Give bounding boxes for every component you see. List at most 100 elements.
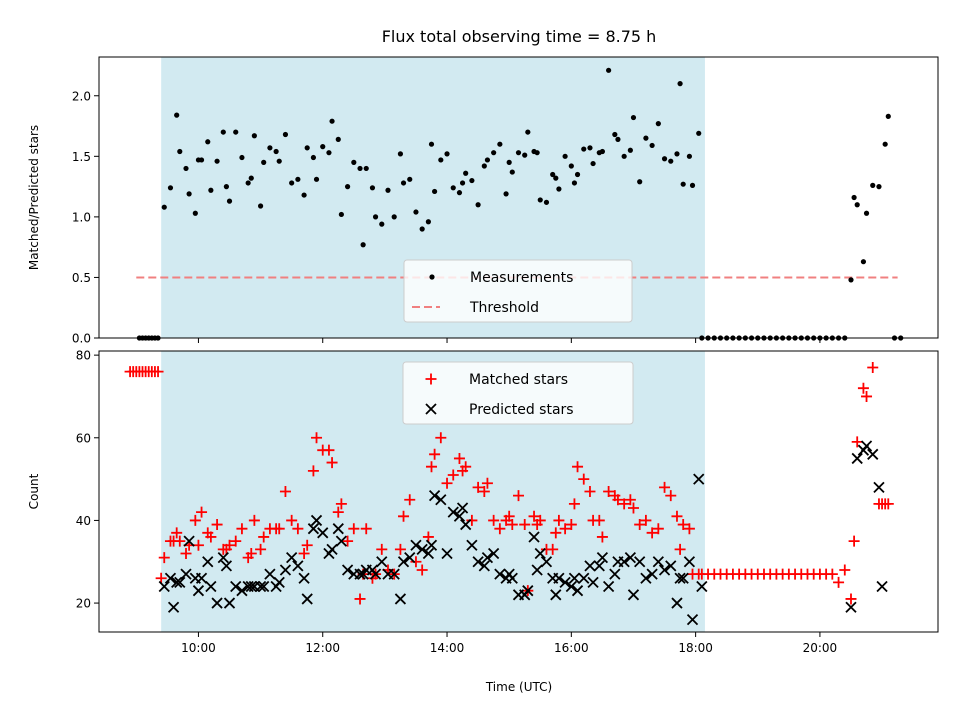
data-point (854, 202, 860, 208)
data-point (447, 506, 459, 518)
data-point (596, 551, 609, 564)
data-point (425, 461, 437, 473)
data-point (369, 568, 382, 580)
data-point (603, 486, 615, 497)
data-point (671, 597, 683, 609)
data-point (456, 502, 469, 514)
data-point (186, 191, 192, 197)
data-point (177, 148, 183, 155)
data-point (310, 154, 317, 161)
data-point (584, 560, 596, 572)
data-point (643, 135, 649, 141)
data-point (522, 585, 534, 597)
data-point (460, 518, 472, 531)
data-point (606, 67, 612, 73)
data-point (574, 171, 581, 178)
data-point (292, 560, 304, 572)
data-point (183, 535, 195, 547)
data-point (565, 580, 577, 593)
data-point (435, 432, 447, 444)
data-point (435, 494, 447, 506)
count-panel: 20 40 60 80 10:00 12:00 14:00 16:00 18:00 20:00 Co… (27, 349, 939, 655)
data-point (851, 436, 863, 448)
series-matched-stars (124, 362, 894, 605)
x-tick-label: 16:00 (554, 641, 589, 655)
data-point (559, 576, 571, 589)
data-point (497, 141, 503, 147)
data-point (245, 580, 257, 593)
data-point (332, 506, 344, 518)
data-point (686, 153, 693, 159)
data-point (845, 593, 857, 605)
data-point (882, 498, 894, 510)
data-point (307, 523, 320, 535)
data-point (245, 180, 251, 186)
data-point (342, 535, 354, 547)
data-point (506, 159, 512, 165)
data-point (861, 390, 873, 402)
series-predicted-stars (158, 440, 888, 626)
data-point (652, 556, 664, 568)
data-point (885, 113, 891, 119)
data-point (665, 560, 677, 572)
data-point (503, 510, 515, 522)
data-point (192, 585, 205, 597)
data-point (534, 514, 546, 526)
data-point (230, 580, 242, 593)
data-point (618, 556, 630, 568)
data-point (248, 175, 254, 181)
data-point (528, 510, 540, 522)
legend-box (402, 361, 634, 425)
data-point (668, 158, 674, 164)
data-point (398, 510, 410, 522)
data-point (385, 187, 391, 193)
data-point (661, 156, 668, 162)
data-point (860, 440, 873, 452)
data-point (686, 613, 699, 626)
data-point (233, 129, 239, 135)
legend-label: Threshold (469, 300, 539, 316)
data-point (416, 564, 428, 576)
data-point (354, 568, 366, 580)
data-point (677, 572, 689, 584)
data-point (422, 547, 435, 560)
data-point (450, 185, 456, 191)
data-point (376, 543, 388, 555)
data-point (298, 547, 310, 559)
data-point (867, 448, 879, 460)
data-point (158, 580, 170, 593)
data-point (534, 547, 546, 560)
data-point (528, 531, 540, 543)
x-tick-label: 18:00 (678, 641, 713, 655)
data-point (578, 473, 590, 485)
data-point (410, 556, 422, 568)
data-point (208, 187, 214, 193)
data-point (428, 141, 435, 147)
data-point (494, 523, 506, 535)
data-point (167, 185, 174, 191)
data-point (223, 597, 236, 609)
data-point (301, 593, 313, 605)
data-point (839, 564, 851, 576)
axes-frame (98, 56, 939, 339)
data-point (394, 543, 406, 555)
data-point (323, 444, 335, 456)
data-point (245, 547, 257, 559)
y-tick-label: 60 (76, 431, 91, 445)
data-point (547, 543, 559, 555)
data-point (515, 150, 522, 156)
data-point (867, 362, 879, 374)
data-point (693, 473, 705, 485)
data-point (478, 486, 490, 497)
data-point (320, 144, 326, 150)
data-point (354, 593, 366, 605)
y-tick-label: 0.5 (72, 271, 91, 285)
data-point (195, 572, 208, 584)
data-point (419, 226, 425, 232)
data-point (531, 564, 543, 576)
data-point (459, 180, 466, 186)
data-point (174, 576, 186, 589)
data-point (304, 145, 310, 151)
data-point (432, 188, 438, 195)
data-point (230, 535, 242, 547)
